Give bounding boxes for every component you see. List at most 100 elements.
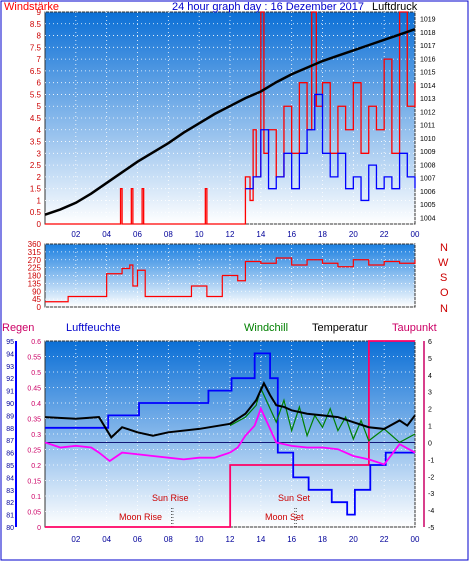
humidity-tick-label: 82 [6, 500, 14, 507]
direction-tick-label: 360 [28, 240, 42, 249]
dewpoint-tick-label: -3 [428, 491, 434, 498]
x-tick-label-top: 22 [380, 230, 389, 239]
temperature-label: Temperatur [312, 322, 368, 334]
x-tick-label-top: 00 [411, 230, 420, 239]
x-tick-label-bottom: 14 [256, 535, 265, 544]
pressure-tick-label: 1010 [420, 136, 436, 143]
humidity-tick-label: 92 [6, 376, 14, 383]
wind-tick-label: 2.5 [30, 161, 42, 170]
dewpoint-tick-label: 6 [428, 339, 432, 346]
moon-rise-label: Moon Rise [119, 512, 162, 522]
x-tick-label-top: 20 [349, 230, 358, 239]
rain-tick-label: 0 [37, 525, 41, 532]
windchill-line [229, 386, 416, 444]
wind-tick-label: 5 [37, 102, 42, 111]
x-tick-label-bottom: 02 [71, 535, 80, 544]
pressure-tick-label: 1006 [420, 189, 436, 196]
rain-tick-label: 0.5 [31, 370, 41, 377]
direction-tick-label: 135 [28, 279, 42, 288]
wind-tick-label: 3.5 [30, 138, 42, 147]
humidity-tick-label: 81 [6, 513, 14, 520]
humidity-tick-label: 87 [6, 438, 14, 445]
dewpoint-tick-label: -5 [428, 525, 434, 532]
x-tick-label-bottom: 06 [133, 535, 142, 544]
x-tick-label-top: 12 [226, 230, 235, 239]
pressure-tick-label: 1019 [420, 17, 436, 24]
direction-tick-label: 225 [28, 264, 42, 273]
x-tick-label-top: 04 [102, 230, 111, 239]
wind-tick-label: 1 [37, 196, 42, 205]
chart-title: 24 hour graph day : 16 Dezember 2017 [172, 1, 364, 13]
x-tick-label-bottom: 12 [226, 535, 235, 544]
pressure-tick-label: 1015 [420, 70, 436, 77]
wind-tick-label: 4 [37, 126, 42, 135]
direction-tick-label: 90 [32, 287, 41, 296]
humidity-tick-label: 95 [6, 339, 14, 346]
humidity-tick-label: 93 [6, 364, 14, 371]
x-tick-label-bottom: 22 [380, 535, 389, 544]
compass-n-top: N [440, 242, 448, 254]
windchill-label: Windchill [244, 322, 288, 334]
pressure-tick-label: 1012 [420, 109, 436, 116]
x-tick-label-top: 02 [71, 230, 80, 239]
rain-tick-label: 0.25 [27, 448, 41, 455]
pressure-tick-label: 1013 [420, 96, 436, 103]
pressure-tick-label: 1009 [420, 149, 436, 156]
x-tick-label-bottom: 16 [287, 535, 296, 544]
pressure-tick-label: 1007 [420, 176, 436, 183]
dewpoint-tick-label: 4 [428, 373, 432, 380]
dewpoint-tick-label: 2 [428, 407, 432, 414]
wind-direction-line [45, 257, 416, 303]
rain-tick-label: 0.6 [31, 339, 41, 346]
humidity-label: Luftfeuchte [66, 322, 120, 334]
compass-w: W [438, 257, 449, 269]
pressure-tick-label: 1018 [420, 30, 436, 37]
wind-gust-line [245, 93, 416, 202]
wind-tick-label: 8 [37, 32, 42, 41]
x-tick-label-top: 06 [133, 230, 142, 239]
humidity-tick-label: 88 [6, 426, 14, 433]
direction-tick-label: 0 [37, 303, 42, 312]
humidity-tick-label: 85 [6, 463, 14, 470]
rain-tick-label: 0.1 [31, 494, 41, 501]
x-tick-label-bottom: 04 [102, 535, 111, 544]
x-tick-label-bottom: 00 [411, 535, 420, 544]
compass-s: S [440, 272, 447, 284]
humidity-tick-label: 84 [6, 475, 14, 482]
dewpoint-tick-label: -2 [428, 474, 434, 481]
temperature-line [44, 380, 416, 439]
wind-tick-label: 9 [37, 8, 42, 17]
pressure-axis-title: Luftdruck [372, 1, 418, 13]
wind-tick-label: 6.5 [30, 67, 42, 76]
compass-n-bottom: N [440, 303, 448, 315]
wind-tick-label: 6 [37, 79, 42, 88]
humidity-tick-label: 94 [6, 351, 14, 358]
pressure-tick-label: 1017 [420, 43, 436, 50]
x-tick-label-bottom: 08 [164, 535, 173, 544]
direction-tick-label: 180 [28, 272, 42, 281]
moon-set-label: Moon Set [265, 512, 304, 522]
series-layer [44, 11, 416, 528]
rain-tick-label: 0.3 [31, 432, 41, 439]
x-tick-label-top: 10 [195, 230, 204, 239]
direction-tick-label: 45 [32, 295, 41, 304]
rain-tick-label: 0.15 [27, 479, 41, 486]
pressure-tick-label: 1004 [420, 215, 436, 222]
rain-tick-label: 0.4 [31, 401, 41, 408]
sun-rise-label: Sun Rise [152, 493, 189, 503]
rain-line [45, 340, 415, 528]
wind-tick-label: 0.5 [30, 208, 42, 217]
pressure-tick-label: 1005 [420, 202, 436, 209]
wind-tick-label: 5.5 [30, 90, 42, 99]
humidity-tick-label: 90 [6, 401, 14, 408]
x-tick-label-top: 18 [318, 230, 327, 239]
humidity-tick-label: 91 [6, 389, 14, 396]
x-tick-label-bottom: 20 [349, 535, 358, 544]
wind-axis-title: Windstärke [4, 1, 59, 13]
rain-tick-label: 0.45 [27, 386, 41, 393]
x-tick-label-top: 08 [164, 230, 173, 239]
direction-tick-label: 270 [28, 256, 42, 265]
